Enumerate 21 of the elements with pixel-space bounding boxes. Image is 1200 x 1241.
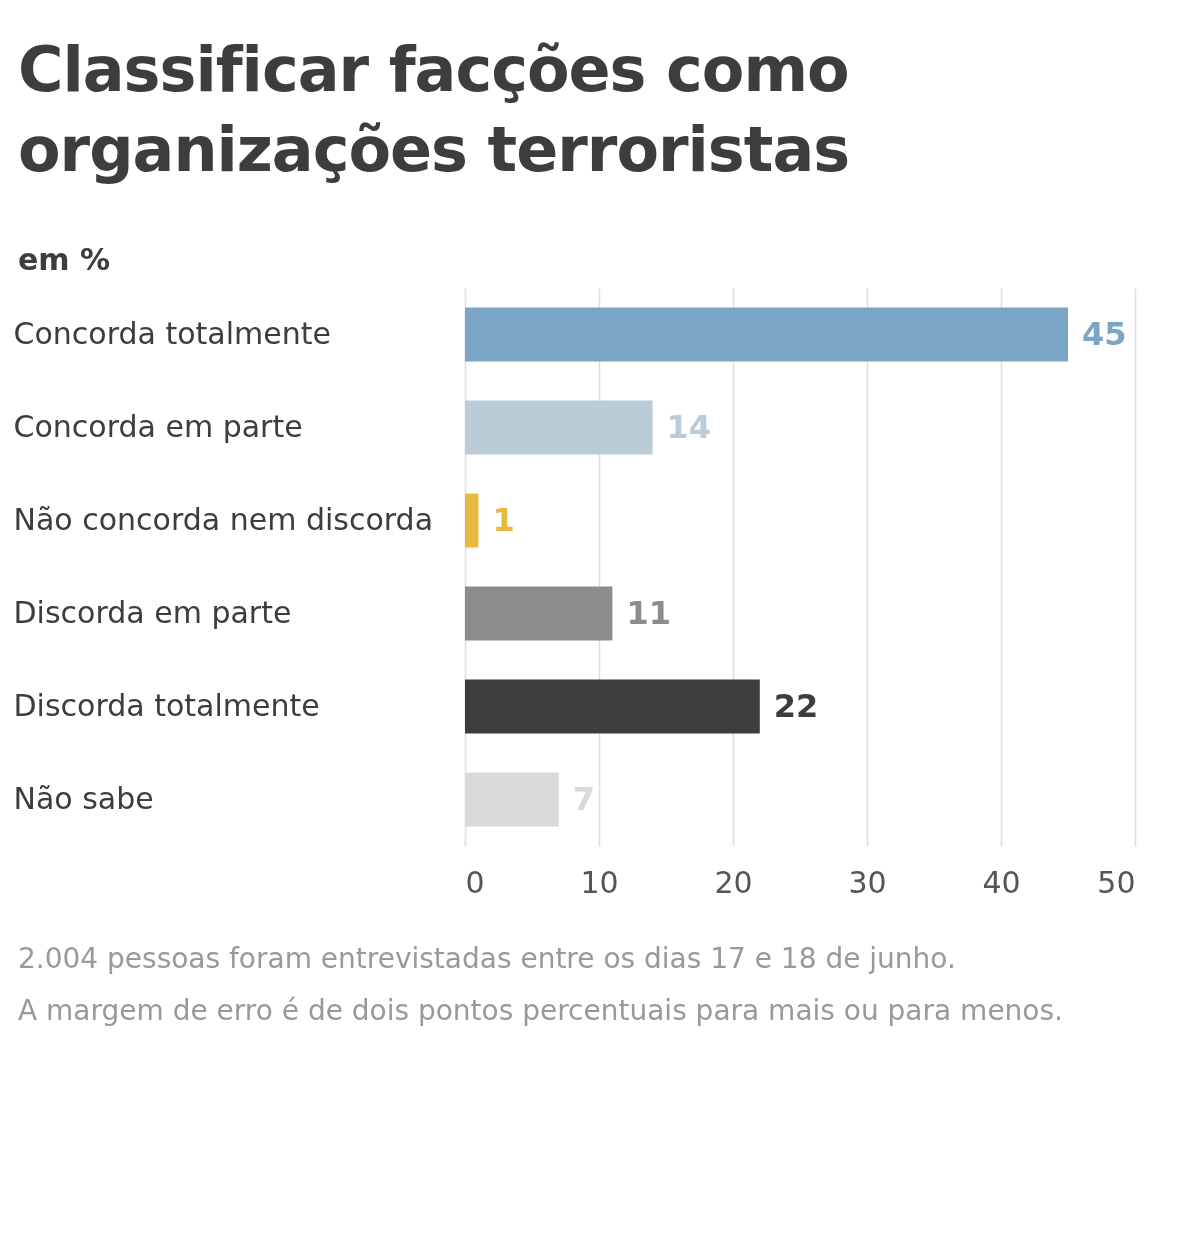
text: em % (18, 242, 112, 277)
x-tick-label: 10 (580, 864, 619, 900)
y-tick-label: Concorda em parte (13, 408, 303, 444)
x-tick-label: 40 (982, 864, 1021, 900)
data-label: 45 (1082, 314, 1127, 353)
y-tick-label: Discorda em parte (13, 594, 292, 630)
data-label: 14 (666, 407, 712, 446)
x-tick-label: 0 (465, 864, 485, 900)
y-tick-label: Não sabe (13, 780, 154, 816)
x-tick-label: 20 (714, 864, 753, 900)
text: 2.004 pessoas foram entrevistadas entre os dias 17 e 18 de junho. (18, 941, 957, 977)
data-label: 1 (492, 500, 515, 539)
y-tick-label: Discorda totalmente (13, 687, 320, 723)
data-label: 22 (773, 686, 819, 725)
y-tick-label: Concorda totalmente (13, 315, 331, 351)
data-label: 11 (626, 593, 671, 632)
chart-title: Classificar facções como organizações terroristas (18, 32, 851, 188)
x-tick-label: 50 (1097, 864, 1136, 900)
text: A margem de erro é de dois pontos percentuais para mais ou para menos. (18, 993, 1064, 1029)
y-tick-label: Não concorda nem discorda (13, 501, 434, 537)
x-tick-label: 30 (848, 864, 887, 900)
